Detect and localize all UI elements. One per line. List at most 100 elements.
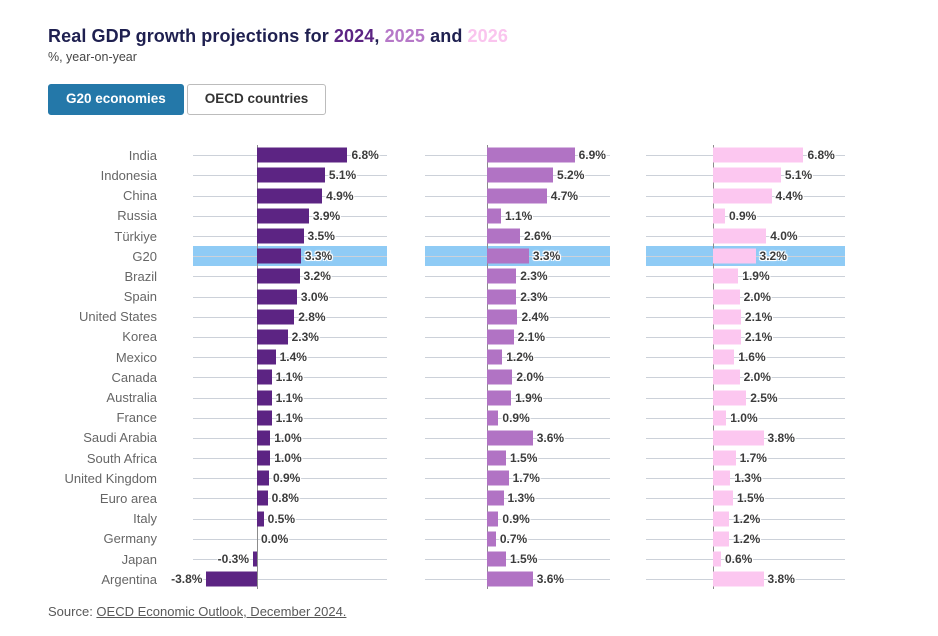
chart-cell-2025: 1.5% <box>425 448 610 469</box>
value-label-2024: -3.8% <box>171 572 203 587</box>
title-prefix: Real GDP growth projections for <box>48 26 334 46</box>
bar-2026 <box>713 188 772 204</box>
chart-cell-2024: 1.1% <box>193 367 387 388</box>
chart-cell-2025: 3.6% <box>425 569 610 590</box>
bar-2026 <box>713 167 781 183</box>
chart-cell-2024: 3.9% <box>193 205 387 226</box>
country-label: Korea <box>122 329 157 345</box>
chart-cell-2025: 2.3% <box>425 286 610 307</box>
chart-cell-2026: 1.2% <box>646 528 845 549</box>
title-year-2025: 2025 <box>384 26 426 46</box>
chart-cell-2026: 1.0% <box>646 407 845 428</box>
value-label-2025: 3.6% <box>536 430 565 445</box>
country-label: Australia <box>106 390 157 406</box>
chart-cell-2026: 1.3% <box>646 468 845 489</box>
value-label-2026: 0.9% <box>728 208 757 223</box>
value-label-2025: 6.9% <box>578 148 606 163</box>
value-label-2026: 2.5% <box>750 390 778 405</box>
value-label-2024: 0.8% <box>271 491 299 506</box>
chart-cell-2025: 1.2% <box>425 347 610 368</box>
source-link[interactable]: OECD Economic Outlook, December 2024. <box>96 604 347 619</box>
value-label-2024: 3.0% <box>300 289 329 304</box>
chart-cell-2025: 4.7% <box>425 185 610 206</box>
country-label: Euro area <box>99 490 157 506</box>
chart-row: Saudi Arabia 1.0% 3.6% 3.8% <box>48 427 938 448</box>
bar-2026 <box>713 571 764 587</box>
country-label: Canada <box>111 369 157 385</box>
bar-2026 <box>713 511 729 527</box>
bar-2024 <box>253 551 257 567</box>
bar-2026 <box>713 208 725 224</box>
chart-row: Australia 1.1% 1.9% 2.5% <box>48 387 938 408</box>
value-label-2024: 5.1% <box>328 168 357 183</box>
bar-2026 <box>713 430 764 446</box>
value-label-2024: 0.5% <box>267 511 295 526</box>
value-label-2026: 4.4% <box>775 188 803 203</box>
bar-2026 <box>713 470 731 486</box>
bar-2025 <box>487 268 517 284</box>
chart-row: Canada 1.1% 2.0% 2.0% <box>48 367 938 388</box>
value-label-2026: 0.6% <box>724 552 753 567</box>
country-label: France <box>116 410 157 426</box>
bar-2025 <box>487 289 517 305</box>
bar-2024 <box>257 410 272 426</box>
value-label-2025: 1.1% <box>504 208 533 223</box>
bar-2026 <box>713 551 721 567</box>
country-label: United States <box>78 309 157 325</box>
chart-cell-2026: 1.5% <box>646 488 845 509</box>
bar-2025 <box>487 248 529 264</box>
tab-g20-economies[interactable]: G20 economies <box>48 84 184 116</box>
title-separator-1: , <box>374 26 385 46</box>
bar-2024 <box>257 390 272 406</box>
value-label-2025: 0.9% <box>502 511 530 526</box>
country-label: Brazil <box>124 268 157 284</box>
chart-cell-2026: 0.6% <box>646 548 845 570</box>
title-year-2024: 2024 <box>333 26 375 46</box>
chart-cell-2024: 1.4% <box>193 347 387 368</box>
value-label-2025: 1.9% <box>515 390 543 405</box>
value-label-2026: 4.0% <box>770 229 798 244</box>
value-label-2026: 1.7% <box>739 451 767 466</box>
chart-row: Brazil 3.2% 2.3% 1.9% <box>48 266 938 287</box>
tab-oecd-countries[interactable]: OECD countries <box>186 84 327 116</box>
value-label-2026: 1.3% <box>734 471 762 486</box>
value-label-2026: 3.2% <box>759 249 787 264</box>
value-label-2025: 2.3% <box>520 289 548 304</box>
bar-2024 <box>257 349 276 365</box>
bar-2026 <box>713 410 727 426</box>
chart-cell-2025: 1.9% <box>425 387 610 408</box>
chart-cell-2025: 2.1% <box>425 326 610 348</box>
bar-2024 <box>257 369 272 385</box>
chart-cell-2024: 1.1% <box>193 387 387 408</box>
chart-cell-2025: 3.3% <box>425 246 610 267</box>
country-label: South Africa <box>86 450 157 466</box>
chart-cell-2024: 3.5% <box>193 225 387 247</box>
value-label-2026: 6.8% <box>807 148 835 163</box>
chart-cell-2025: 1.7% <box>425 468 610 489</box>
country-label: United Kingdom <box>64 470 158 486</box>
value-label-2024: 1.0% <box>274 430 302 445</box>
chart-cell-2024: -0.3% <box>193 548 387 570</box>
value-label-2026: 1.2% <box>732 531 761 546</box>
chart-cell-2026: 5.1% <box>646 165 845 186</box>
value-label-2026: 2.1% <box>744 309 773 324</box>
chart-row: South Africa 1.0% 1.5% 1.7% <box>48 448 938 469</box>
value-label-2024: 4.9% <box>326 188 354 203</box>
zero-axis-line <box>257 528 258 549</box>
bar-2026 <box>713 248 756 264</box>
chart-cell-2024: 3.2% <box>193 266 387 287</box>
country-label: Indonesia <box>100 167 157 183</box>
value-label-2025: 1.7% <box>512 471 540 486</box>
bar-2024 <box>257 167 325 183</box>
zero-axis-line <box>257 569 258 590</box>
page-title: Real GDP growth projections for 2024, 20… <box>48 26 938 47</box>
chart-cell-2025: 1.1% <box>425 205 610 226</box>
chart-row: India 6.8% 6.9% 6.8% <box>48 145 938 166</box>
chart-cell-2026: 4.0% <box>646 225 845 247</box>
value-label-2025: 2.6% <box>524 229 552 244</box>
value-label-2026: 3.8% <box>767 572 795 587</box>
chart-cell-2024: 1.1% <box>193 407 387 428</box>
chart-cell-2024: 1.0% <box>193 448 387 469</box>
chart-cell-2026: 3.8% <box>646 427 845 448</box>
bar-2026 <box>713 450 736 466</box>
